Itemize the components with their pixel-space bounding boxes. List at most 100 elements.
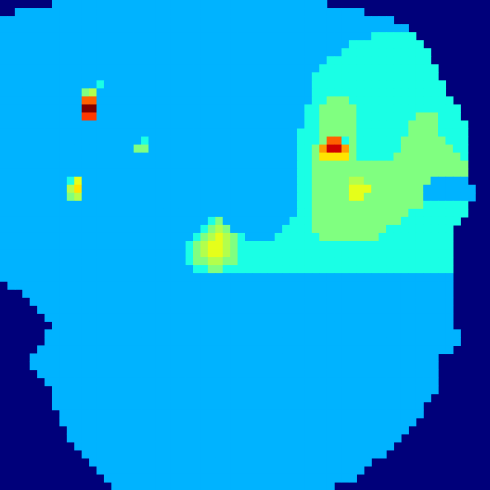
heatmap-cell <box>111 289 120 298</box>
heatmap-cell <box>74 305 83 314</box>
heatmap-cell <box>452 192 461 202</box>
heatmap-cell <box>215 152 224 162</box>
heatmap-cell <box>207 232 216 242</box>
heatmap-cell <box>37 112 46 122</box>
heatmap-cell <box>14 208 23 218</box>
heatmap-cell <box>103 337 112 347</box>
heatmap-cell <box>334 409 343 419</box>
heatmap-cell <box>155 257 164 266</box>
heatmap-cell <box>348 321 357 330</box>
heatmap-cell <box>14 8 23 17</box>
heatmap-cell <box>207 96 216 106</box>
heatmap-cell <box>386 80 395 89</box>
heatmap-cell <box>51 168 60 178</box>
heatmap-cell <box>356 441 365 451</box>
heatmap-cell <box>193 393 202 403</box>
heatmap-cell <box>37 120 46 130</box>
heatmap-cell <box>207 192 216 202</box>
heatmap-cell <box>200 144 209 154</box>
heatmap-cell <box>363 200 372 210</box>
heatmap-cell <box>185 64 194 73</box>
heatmap-cell <box>267 48 276 57</box>
heatmap-cell <box>118 232 127 242</box>
heatmap-cell <box>103 216 112 226</box>
heatmap-cell <box>81 337 90 347</box>
heatmap-cell <box>193 184 202 194</box>
heatmap-cell <box>59 32 68 41</box>
heatmap-cell <box>200 16 209 25</box>
heatmap-cell <box>304 353 313 363</box>
heatmap-cell <box>81 176 90 186</box>
heatmap-cell <box>51 281 60 290</box>
heatmap-cell <box>430 385 439 395</box>
heatmap-cell <box>133 168 142 178</box>
heatmap-cell <box>22 232 31 242</box>
heatmap-cell <box>207 377 216 387</box>
heatmap-cell <box>215 257 224 266</box>
heatmap-cell <box>348 232 357 242</box>
heatmap-cell <box>148 240 157 250</box>
heatmap-cell <box>103 353 112 363</box>
heatmap-cell <box>133 208 142 218</box>
heatmap-cell <box>170 345 179 355</box>
heatmap-cell <box>408 249 417 258</box>
heatmap-cell <box>371 281 380 290</box>
heatmap-cell <box>163 393 172 403</box>
heatmap-cell <box>438 88 447 97</box>
heatmap-cell <box>438 208 447 218</box>
heatmap-cell <box>267 329 276 338</box>
heatmap-cell <box>363 361 372 371</box>
heatmap-cell <box>103 0 112 9</box>
heatmap-cell <box>267 457 276 467</box>
heatmap-cell <box>423 112 432 122</box>
heatmap-cell <box>74 385 83 395</box>
heatmap-cell <box>423 353 432 363</box>
heatmap-cell <box>348 216 357 226</box>
heatmap-cell <box>378 441 387 451</box>
heatmap-cell <box>96 240 105 250</box>
heatmap-cell <box>118 465 127 475</box>
heatmap-cell <box>66 48 75 57</box>
heatmap-cell <box>252 0 261 9</box>
heatmap-cell <box>341 24 350 33</box>
heatmap-cell <box>334 281 343 290</box>
heatmap-cell <box>193 385 202 395</box>
heatmap-cell <box>237 417 246 427</box>
heatmap-cell <box>289 409 298 419</box>
heatmap-cell <box>230 257 239 266</box>
heatmap-cell <box>334 128 343 138</box>
heatmap-cell <box>386 128 395 138</box>
heatmap-cell <box>348 128 357 138</box>
heatmap-cell <box>155 353 164 363</box>
heatmap-cell <box>289 16 298 25</box>
heatmap-cell <box>363 433 372 443</box>
heatmap-cell <box>230 249 239 258</box>
heatmap-cell <box>378 297 387 306</box>
heatmap-cell <box>267 297 276 306</box>
heatmap-cell <box>96 449 105 459</box>
heatmap-cell <box>111 465 120 475</box>
heatmap-cell <box>259 465 268 475</box>
heatmap-cell <box>282 8 291 17</box>
heatmap-cell <box>207 465 216 475</box>
heatmap-cell <box>259 321 268 330</box>
heatmap-cell <box>259 72 268 81</box>
heatmap-cell <box>37 32 46 41</box>
heatmap-cell <box>259 152 268 162</box>
heatmap-cell <box>141 273 150 282</box>
heatmap-cell <box>200 353 209 363</box>
heatmap-cell <box>415 40 424 49</box>
heatmap-cell <box>282 457 291 467</box>
heatmap-cell <box>133 313 142 322</box>
heatmap-cell <box>81 48 90 57</box>
heatmap-cell <box>207 88 216 97</box>
heatmap-cell <box>193 208 202 218</box>
heatmap-cell <box>215 176 224 186</box>
heatmap-cell <box>185 232 194 242</box>
heatmap-cell <box>274 393 283 403</box>
heatmap-cell <box>141 112 150 122</box>
heatmap-cell <box>445 297 454 306</box>
heatmap-cell <box>304 200 313 210</box>
heatmap-cell <box>37 72 46 81</box>
heatmap-cell <box>178 200 187 210</box>
